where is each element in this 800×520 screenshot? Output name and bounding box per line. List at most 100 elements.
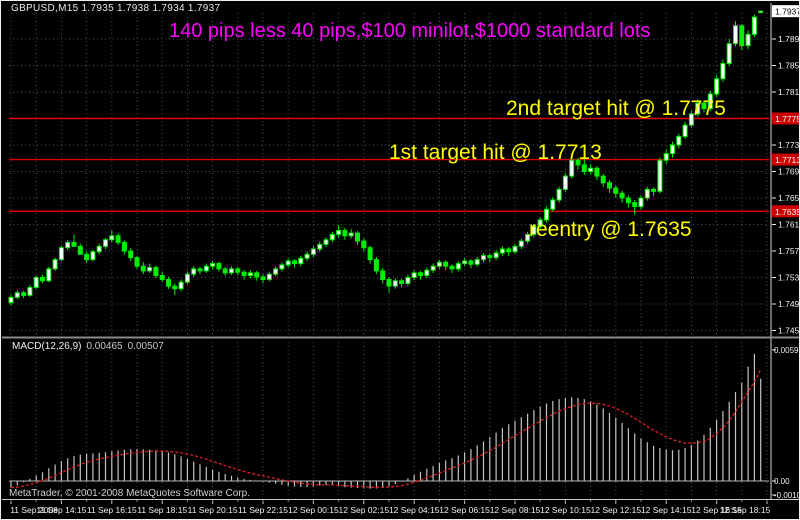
candle-layer (8, 10, 764, 306)
candle-body (487, 255, 493, 259)
candle-body (103, 239, 108, 247)
frame-layer (2, 3, 799, 500)
candle-body (544, 208, 549, 221)
main-chart-area[interactable] (3, 13, 769, 336)
candle-body (184, 273, 190, 283)
candle-body (14, 292, 20, 298)
price-tick-label: 1.7455 (778, 326, 800, 336)
candle-body (159, 275, 165, 280)
price-tick-label: 1.7735 (778, 140, 800, 150)
time-tick-label: 12 Sep 18:15 (720, 505, 771, 515)
candle-body (71, 241, 77, 247)
candle-body (90, 251, 96, 261)
current-price-label: 1.7937 (775, 7, 800, 17)
annotation-lot-note[interactable]: 140 pips less 40 pips,$100 minilot,$1000… (169, 20, 651, 42)
candle-body (229, 268, 234, 274)
candle-body (172, 285, 178, 290)
candle-body (323, 239, 329, 245)
candle-body (644, 188, 650, 199)
price-tick-label: 1.7495 (778, 299, 800, 309)
price-flag-red (772, 153, 799, 166)
macd-tick-label: 0.00 (774, 477, 790, 486)
time-tick-label: 12 Sep 10:15 (540, 505, 591, 515)
candle-body (594, 167, 600, 177)
candle-body (361, 240, 367, 249)
candle-body (178, 281, 184, 290)
candle-body (336, 229, 342, 235)
annotation-reentry[interactable]: reentry @ 1.7635 (529, 218, 692, 241)
candle-body (663, 153, 669, 161)
candle-body (222, 268, 228, 274)
candle-body (380, 270, 386, 280)
candle-body (525, 233, 531, 242)
time-tick-label: 11 Sep 20:15 (188, 505, 238, 515)
candle-body (109, 235, 115, 241)
candle-body (556, 188, 562, 201)
candle-body (8, 296, 14, 304)
candle-body (166, 278, 171, 287)
candle-body (279, 264, 285, 270)
annotation-2nd-target[interactable]: 2nd target hit @ 1.7775 (506, 97, 726, 120)
candle-body (575, 159, 581, 166)
candle-body (493, 252, 499, 259)
time-tick-label: 12 Sep 00:15 (288, 505, 339, 515)
candle-body (33, 277, 39, 288)
price-axis[interactable] (771, 3, 799, 499)
candle-body (52, 259, 58, 270)
time-tick-label: 12 Sep 06:15 (439, 505, 490, 515)
macd-main-value: 0.00465 (86, 341, 123, 352)
axis-layer: 1.7895 1.7855 1.7815 1.7775 1.7735 1.7695 1.76… (10, 5, 800, 515)
candle-body (342, 229, 348, 237)
time-tick-label: 12 Sep 12:15 (591, 505, 642, 515)
candle-body (147, 267, 153, 272)
current-price-flag (772, 5, 799, 18)
time-tick-label: 11 Sep 2008 (10, 505, 58, 515)
price-tick-label: 1.7695 (778, 167, 800, 177)
candle-body (292, 260, 297, 265)
candle-body (418, 272, 423, 277)
candle-body (651, 188, 657, 192)
candle-body (216, 263, 222, 270)
macd-signal-line (10, 369, 762, 489)
candle-body (273, 268, 279, 275)
price-tick-label: 1.7535 (778, 273, 800, 283)
candle-body (701, 102, 707, 110)
candle-body (411, 272, 417, 278)
candle-body (506, 248, 512, 253)
candle-body (266, 273, 272, 280)
annotation-1st-target[interactable]: 1st target hit @ 1.7713 (389, 141, 602, 164)
candle-body (247, 272, 253, 277)
candle-body (436, 261, 442, 267)
candle-body (197, 268, 203, 272)
macd-indicator-pane[interactable] (3, 339, 769, 499)
price-flag-red (772, 205, 799, 218)
candle-body (329, 233, 335, 241)
candle-body (481, 255, 486, 261)
time-tick-label: 11 Sep 18:15 (137, 505, 187, 515)
price-tick-label: 1.7895 (778, 34, 800, 44)
candle-body (625, 197, 631, 204)
candle-body (317, 243, 323, 250)
candle-body (191, 268, 197, 275)
candle-body (260, 276, 266, 280)
copyright-watermark: MetaTrader, © 2001-2008 MetaQuotes Softw… (9, 488, 251, 499)
macd-tick-label: 0.00596 (774, 346, 800, 355)
candle-body (203, 265, 209, 272)
time-axis[interactable] (3, 500, 799, 519)
candle-body (676, 135, 682, 146)
price-tick-label: 1.7615 (778, 220, 800, 230)
candle-body (115, 235, 121, 243)
candle-body (235, 268, 241, 273)
candle-body (128, 250, 134, 259)
price-tick-label: 1.7575 (778, 246, 800, 256)
candle-body (373, 259, 379, 272)
candle-body (254, 272, 260, 278)
time-tick-label: 11 Sep 22:15 (238, 505, 288, 515)
candle-body (682, 124, 688, 137)
candle-body (569, 159, 575, 177)
time-tick-label: 11 Sep 16:15 (87, 505, 137, 515)
candle-body (134, 257, 140, 267)
candle-body (348, 232, 354, 237)
candle-body (474, 259, 480, 265)
